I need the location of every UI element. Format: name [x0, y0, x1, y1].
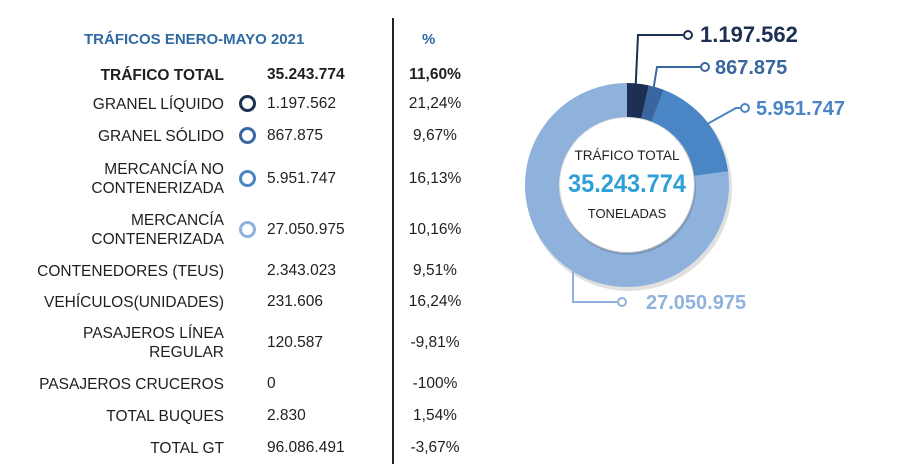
- donut-slice: [525, 83, 729, 287]
- total-pct: 11,60%: [409, 66, 461, 83]
- row-label: GRANEL SÓLIDO: [0, 127, 224, 146]
- row-pct: -100%: [412, 375, 458, 392]
- row-pct: -3,67%: [410, 439, 460, 456]
- row-label: MERCANCÍA NO CONTENERIZADA: [0, 160, 224, 198]
- column-divider: [392, 18, 394, 464]
- row-label: CONTENEDORES (TEUS): [0, 262, 224, 281]
- row-label-line: CONTENEDORES (TEUS): [37, 262, 224, 280]
- donut-slice: [651, 89, 729, 176]
- row-label: VEHÍCULOS(UNIDADES): [0, 293, 224, 312]
- row-label-line: MERCANCÍA NO: [104, 161, 224, 178]
- callout-line: [650, 66, 700, 105]
- donut-center: [560, 118, 694, 252]
- callout-dot-icon: [700, 62, 710, 72]
- center-unit: TONELADAS: [588, 206, 667, 221]
- callout-dot-icon: [683, 30, 693, 40]
- row-pct: 9,51%: [413, 262, 457, 279]
- row-pct: 10,16%: [408, 221, 462, 238]
- row-label-line: VEHÍCULOS(UNIDADES): [44, 293, 224, 311]
- slice-value-label: 867.875: [715, 57, 787, 79]
- row-value: 867.875: [267, 127, 324, 144]
- percent-header: %: [422, 31, 436, 48]
- row-pct: -9,81%: [410, 334, 460, 351]
- row-pct: 9,67%: [413, 127, 457, 144]
- total-value: 35.243.774: [267, 66, 345, 83]
- row-value: 2.343.023: [267, 262, 336, 279]
- row-label-line: GRANEL LÍQUIDO: [92, 95, 224, 113]
- row-value: 2.830: [267, 407, 306, 424]
- row-label: PASAJEROS CRUCEROS: [0, 375, 224, 394]
- row-label: GRANEL LÍQUIDO: [0, 95, 224, 114]
- row-label-line: PASAJEROS LÍNEA: [83, 325, 224, 342]
- row-label: PASAJEROS LÍNEA REGULAR: [0, 324, 224, 362]
- callout-dot-icon: [740, 103, 750, 113]
- row-label-line: MERCANCÍA: [130, 212, 224, 229]
- row-label: MERCANCÍA CONTENERIZADA: [0, 211, 224, 249]
- callout-line: [572, 270, 617, 303]
- row-label-line: GRANEL SÓLIDO: [97, 127, 224, 145]
- center-value: 35.243.774: [568, 170, 686, 198]
- row-label-line: CONTENERIZADA: [91, 231, 224, 248]
- slice-value-label: 27.050.975: [646, 292, 746, 314]
- row-label-line: TOTAL BUQUES: [106, 407, 224, 425]
- row-value: 1.197.562: [267, 95, 336, 112]
- slice-value-label: 1.197.562: [700, 22, 798, 47]
- legend-dot-icon: [239, 170, 256, 187]
- row-pct: 21,24%: [408, 95, 462, 112]
- row-pct: 16,13%: [408, 170, 462, 187]
- row-label-line: PASAJEROS CRUCEROS: [39, 375, 224, 393]
- callout-line: [699, 107, 740, 129]
- table-title: TRÁFICOS ENERO-MAYO 2021: [84, 31, 305, 48]
- row-label: TOTAL BUQUES: [0, 407, 224, 426]
- legend-dot-icon: [239, 221, 256, 238]
- donut-slice: [627, 83, 649, 119]
- callout-dot-icon: [617, 297, 627, 307]
- row-label-line: TOTAL GT: [150, 439, 224, 457]
- slice-value-label: 5.951.747: [756, 98, 845, 120]
- row-pct: 1,54%: [413, 407, 457, 424]
- row-value: 0: [267, 375, 276, 392]
- callout-line: [634, 34, 683, 101]
- legend-dot-icon: [239, 127, 256, 144]
- row-pct: 16,24%: [408, 293, 462, 310]
- row-value: 120.587: [267, 334, 324, 351]
- total-label: TRÁFICO TOTAL: [100, 67, 224, 84]
- center-title: TRÁFICO TOTAL: [574, 148, 680, 163]
- row-value: 96.086.491: [267, 439, 345, 456]
- row-value: 27.050.975: [267, 221, 345, 238]
- row-label: TOTAL GT: [0, 439, 224, 458]
- row-label-line: REGULAR: [149, 344, 224, 361]
- row-value: 5.951.747: [267, 170, 336, 187]
- donut-slice: [641, 85, 664, 122]
- total-row: TRÁFICO TOTAL 35.243.774 11,60%: [0, 64, 480, 86]
- legend-dot-icon: [239, 95, 256, 112]
- row-value: 231.606: [267, 293, 324, 310]
- row-label-line: CONTENERIZADA: [91, 180, 224, 197]
